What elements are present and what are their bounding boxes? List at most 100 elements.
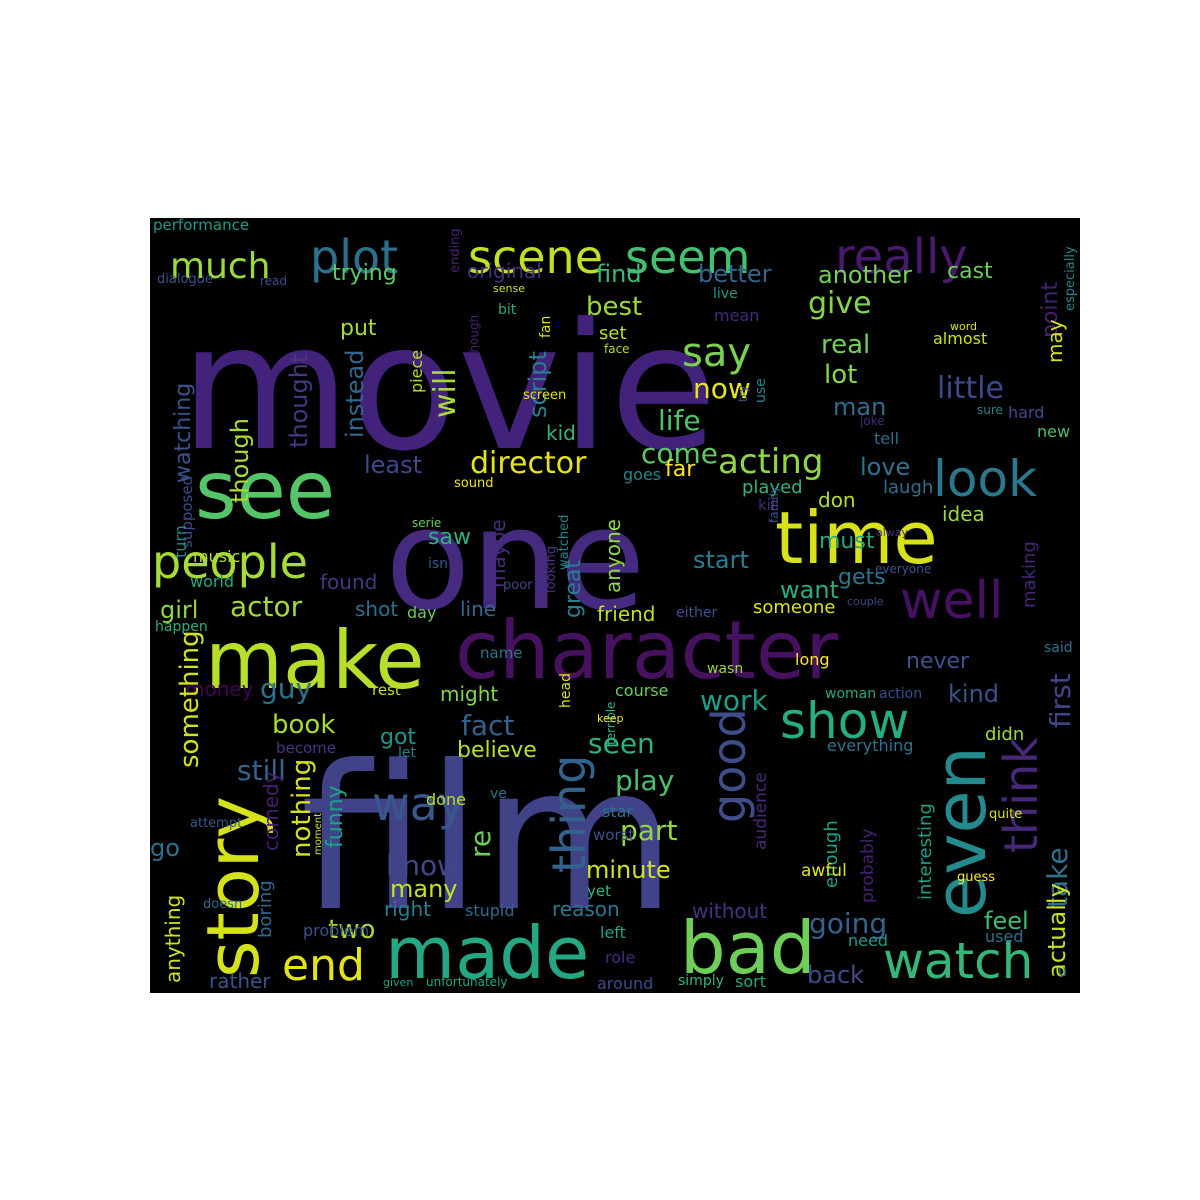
- word-guy: guy: [260, 672, 312, 705]
- word-many: many: [390, 875, 458, 903]
- word-rather: rather: [209, 969, 271, 993]
- word-done: done: [426, 790, 466, 809]
- word-bad: bad: [680, 906, 816, 990]
- word-got: got: [380, 725, 416, 750]
- word-lot: lot: [824, 360, 857, 390]
- word-may: may: [1043, 319, 1067, 363]
- word-man: man: [833, 393, 886, 421]
- word-try: try: [736, 385, 750, 402]
- word-going: going: [809, 907, 887, 940]
- word-never: never: [906, 649, 970, 674]
- word-become: become: [276, 739, 336, 757]
- word-trying: trying: [332, 261, 397, 286]
- word-screen: screen: [523, 388, 566, 403]
- word-supposed: supposed: [178, 476, 196, 548]
- word-feel: feel: [984, 907, 1029, 935]
- word-star: star: [602, 802, 633, 821]
- word-another: another: [818, 261, 912, 289]
- word-looking: looking: [544, 546, 559, 593]
- word-cloud-canvas: movie film one character make see time story mad…: [150, 218, 1080, 993]
- word-serie: serie: [412, 516, 441, 530]
- word-acting: acting: [718, 442, 823, 482]
- word-piece: piece: [407, 350, 426, 393]
- word-read: read: [260, 274, 287, 288]
- word-think: think: [994, 737, 1048, 853]
- word-let: let: [398, 745, 417, 761]
- word-shot: shot: [355, 597, 398, 621]
- word-script: script: [524, 351, 552, 418]
- word-use: use: [753, 378, 769, 403]
- word-play: play: [615, 764, 674, 797]
- word-film: film: [300, 723, 676, 956]
- word-might: might: [440, 682, 498, 706]
- word-part: part: [620, 814, 677, 847]
- word-time: time: [775, 496, 938, 580]
- word-kind: kind: [948, 680, 999, 708]
- word-laugh: laugh: [883, 477, 933, 498]
- word-actually: actually: [1043, 883, 1071, 978]
- word-come: come: [641, 437, 718, 470]
- word-right: right: [384, 897, 431, 921]
- word-actor: actor: [230, 590, 303, 623]
- word-end: end: [282, 940, 365, 991]
- word-will: will: [428, 368, 463, 418]
- word-performance: performance: [153, 218, 249, 234]
- word-live: live: [713, 286, 738, 302]
- word-way: way: [372, 777, 465, 831]
- word-although: although: [467, 315, 481, 368]
- word-ending: ending: [448, 228, 463, 273]
- word-keep: keep: [597, 712, 624, 725]
- word-comedy: comedy: [259, 771, 283, 851]
- word-sure: sure: [977, 403, 1003, 417]
- word-either: either: [676, 605, 717, 621]
- word-original: original: [467, 259, 542, 283]
- word-great: great: [561, 559, 586, 618]
- word-movie: movie: [180, 287, 717, 490]
- word-seen: seen: [588, 727, 655, 760]
- word-problem: problem: [303, 921, 369, 940]
- word-terrible: terrible: [604, 702, 618, 745]
- word-well: well: [900, 571, 1003, 631]
- word-sound: sound: [454, 476, 493, 491]
- word-given: given: [383, 976, 413, 989]
- word-alway: alway: [876, 526, 909, 539]
- word-believe: believe: [457, 738, 537, 763]
- word-nothing: nothing: [287, 759, 317, 858]
- word-goes: goes: [623, 465, 661, 484]
- word-need: need: [848, 931, 888, 950]
- word-life: life: [658, 404, 701, 437]
- word-action: action: [879, 686, 922, 702]
- word-point: point: [1038, 282, 1063, 338]
- word-watched: watched: [557, 515, 572, 570]
- word-enough: enough: [821, 820, 842, 888]
- word-probably: probably: [858, 828, 878, 903]
- word-work: work: [700, 684, 769, 717]
- word-someone: someone: [753, 597, 836, 618]
- word-friend: friend: [597, 602, 656, 626]
- word-dialogue: dialogue: [157, 272, 213, 287]
- word-show: show: [780, 692, 909, 750]
- word-gets: gets: [838, 565, 886, 590]
- word-real: real: [821, 330, 870, 360]
- word-rest: rest: [372, 681, 401, 699]
- word-much: much: [170, 246, 271, 287]
- word-say: say: [682, 330, 751, 376]
- word-guess: guess: [957, 870, 995, 885]
- word-take: take: [1041, 847, 1074, 908]
- word-watching: watching: [171, 383, 196, 483]
- word-little: little: [937, 371, 1004, 406]
- word-everyone: everyone: [875, 562, 931, 576]
- word-least: least: [364, 451, 422, 479]
- word-name: name: [480, 644, 523, 662]
- word-bit: bit: [498, 302, 517, 318]
- word-give: give: [808, 286, 872, 321]
- word-isn: isn: [428, 556, 448, 572]
- word-boring: boring: [255, 880, 276, 938]
- word-wasn: wasn: [707, 661, 743, 677]
- word-said: said: [1044, 640, 1073, 656]
- word-idea: idea: [942, 502, 985, 526]
- word-everything: everything: [827, 736, 913, 755]
- word-stupid: stupid: [465, 901, 515, 920]
- word-maybe: maybe: [486, 519, 510, 588]
